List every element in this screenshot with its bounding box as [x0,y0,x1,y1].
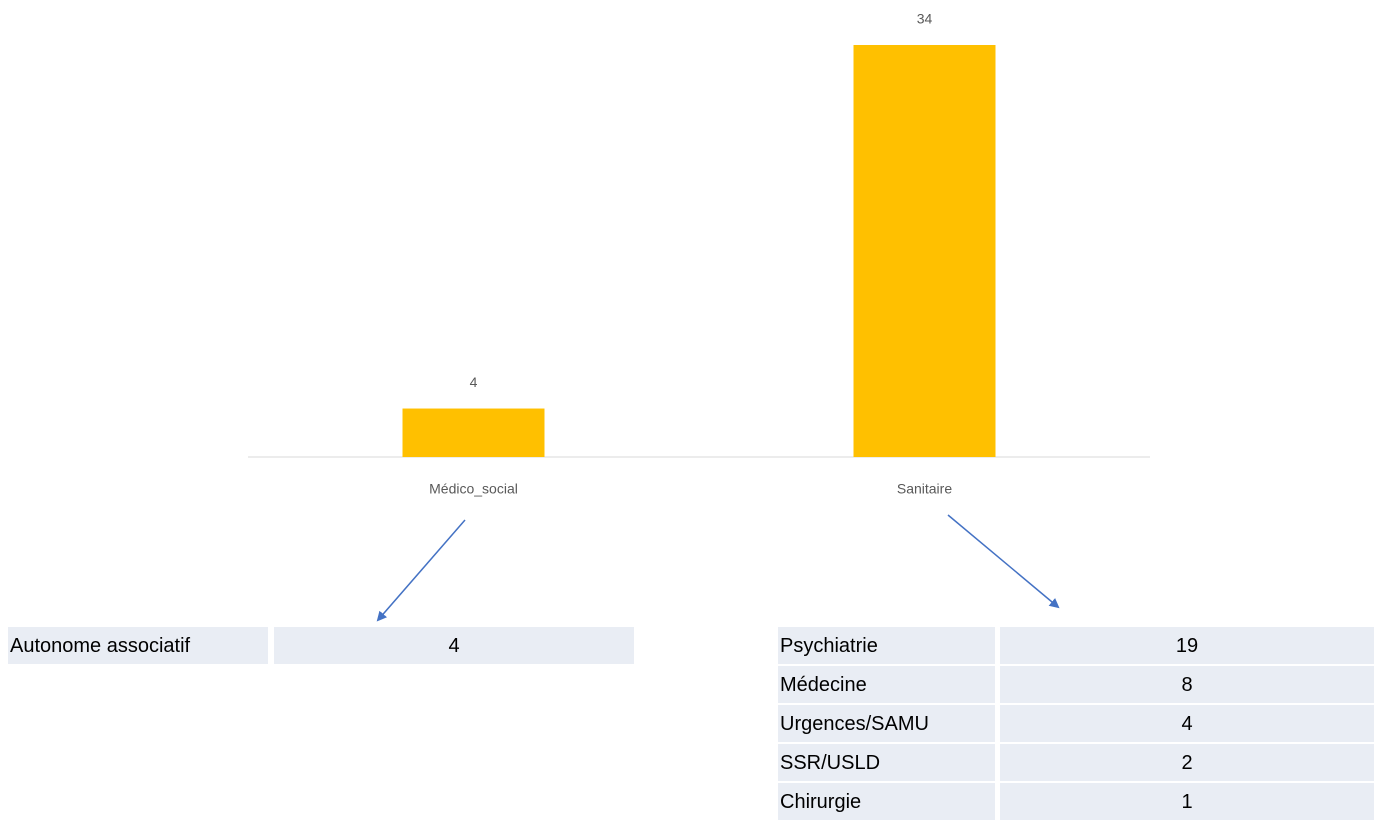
row-label: Urgences/SAMU [780,713,929,735]
row-value: 2 [1181,752,1192,774]
table-cell [1000,705,1374,742]
row-label: Psychiatrie [780,635,878,657]
x-tick-label: Médico_social [429,481,518,497]
table-cell [1000,666,1374,703]
table-cell [778,783,995,820]
table-cell [778,705,995,742]
x-tick-label: Sanitaire [897,481,952,497]
row-value: 4 [448,635,459,657]
table-cell [778,744,995,781]
table-cell [1000,783,1374,820]
table-cell [1000,744,1374,781]
table-cell [778,666,995,703]
row-label: Médecine [780,674,867,696]
arrow [947,514,1060,609]
row-value: 4 [1181,713,1192,735]
bar [402,408,545,457]
arrow [376,519,466,622]
row-label: Autonome associatif [10,635,191,657]
data-label: 4 [470,374,478,390]
table-cell [778,627,995,664]
table-cell [1000,627,1374,664]
row-value: 19 [1176,635,1198,657]
bar [853,45,996,457]
table-cell [8,627,268,664]
row-label: SSR/USLD [780,752,880,774]
row-value: 1 [1181,791,1192,813]
row-label: Chirurgie [780,791,861,813]
row-value: 8 [1181,674,1192,696]
table-cell [274,627,634,664]
data-label: 34 [917,11,933,27]
